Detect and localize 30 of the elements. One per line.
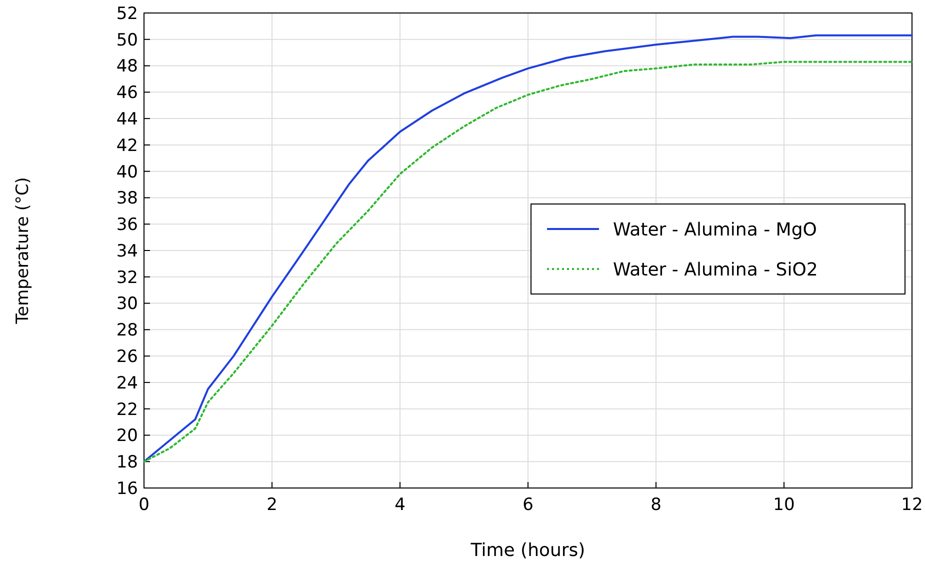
y-tick-label: 52 bbox=[116, 4, 138, 24]
y-tick-label: 16 bbox=[116, 478, 138, 499]
x-tick-label: 4 bbox=[394, 495, 406, 515]
y-tick-label: 22 bbox=[116, 400, 138, 420]
legend-label: Water - Alumina - MgO bbox=[613, 219, 817, 240]
x-tick-label: 12 bbox=[901, 495, 923, 515]
y-tick-label: 42 bbox=[116, 136, 138, 156]
y-tick-label: 18 bbox=[116, 452, 138, 473]
y-tick-label: 38 bbox=[116, 188, 138, 209]
y-tick-label: 26 bbox=[116, 347, 138, 368]
y-tick-label: 40 bbox=[116, 162, 138, 182]
x-tick-label: 8 bbox=[650, 495, 662, 515]
y-tick-label: 34 bbox=[116, 241, 138, 262]
y-tick-label: 44 bbox=[116, 110, 138, 130]
legend-label: Water - Alumina - SiO2 bbox=[613, 259, 818, 280]
y-tick-label: 48 bbox=[116, 56, 138, 77]
y-axis-title: Temperature (°C) bbox=[13, 177, 33, 325]
x-tick-label: 6 bbox=[522, 495, 534, 515]
y-tick-label: 28 bbox=[116, 320, 138, 341]
y-tick-label: 36 bbox=[116, 215, 138, 236]
y-tick-label: 20 bbox=[116, 426, 138, 446]
y-tick-label: 50 bbox=[116, 30, 138, 50]
x-tick-label: 2 bbox=[266, 495, 278, 515]
y-tick-label: 32 bbox=[116, 268, 138, 288]
y-tick-label: 24 bbox=[116, 373, 138, 394]
y-tick-label: 30 bbox=[116, 294, 138, 314]
x-axis-title: Time (hours) bbox=[470, 540, 586, 561]
y-tick-label: 46 bbox=[116, 83, 138, 104]
x-tick-label: 0 bbox=[138, 495, 150, 515]
x-tick-label: 10 bbox=[773, 495, 795, 515]
